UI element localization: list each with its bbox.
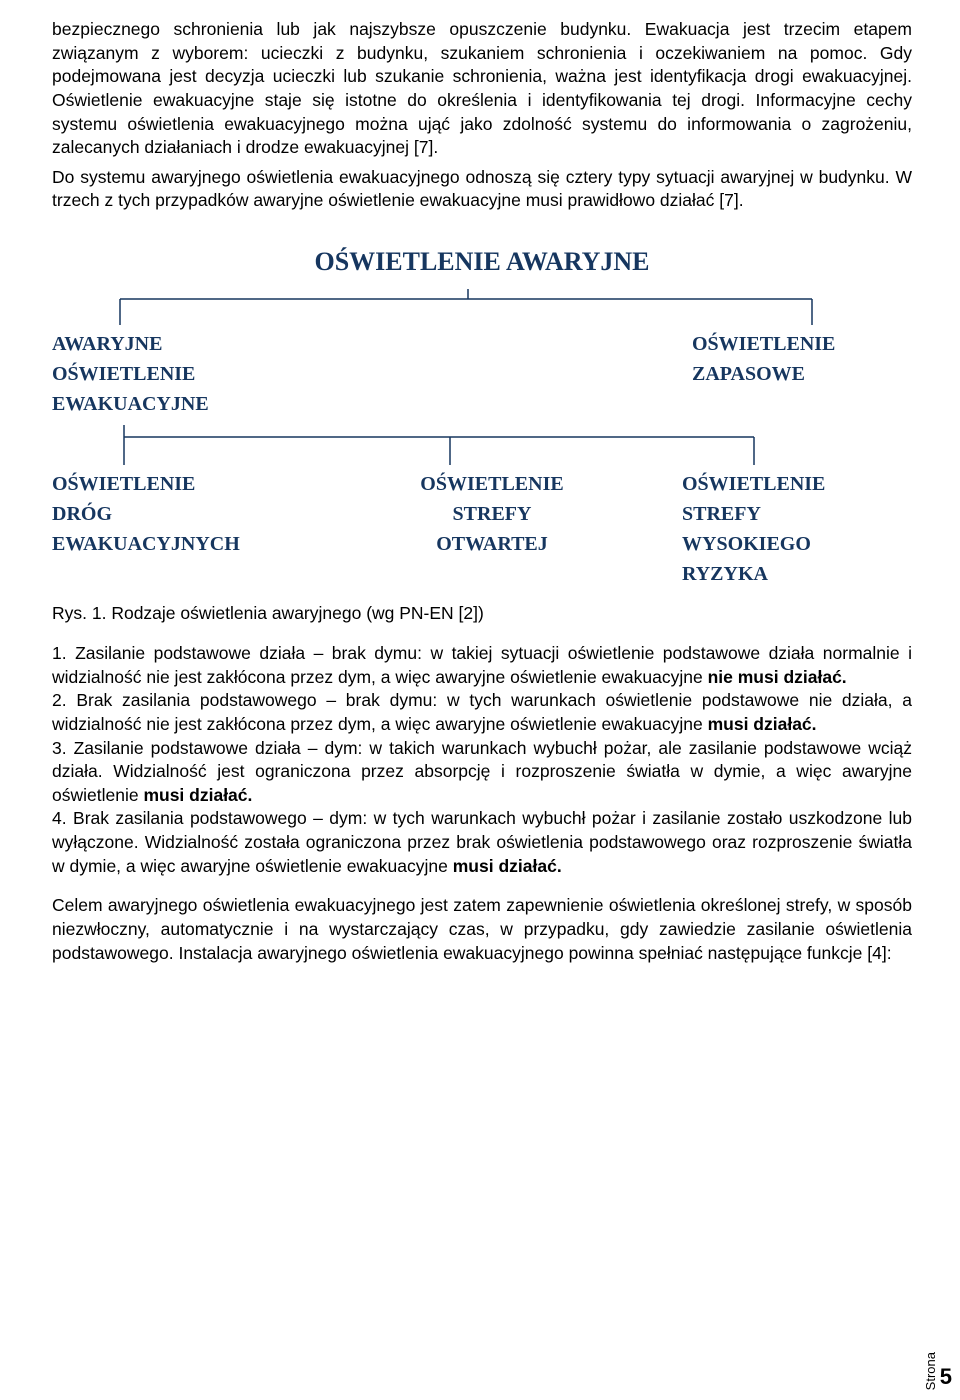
item-3: 3. Zasilanie podstawowe działa – dym: w …	[52, 737, 912, 808]
node-strefa-otwarta: OŚWIETLENIE STREFY OTWARTEJ	[377, 469, 607, 589]
page-num: 5	[940, 1364, 952, 1390]
page-number: Strona5	[923, 1352, 952, 1390]
node-strefa-wysokiego-ryzyka: OŚWIETLENIE STREFY WYSOKIEGO RYZYKA	[682, 469, 912, 589]
item-2: 2. Brak zasilania podstawowego – brak dy…	[52, 689, 912, 736]
diagram-connector-top	[52, 289, 912, 329]
diagram-row-bottom: OŚWIETLENIE DRÓG EWAKUACYJNYCH OŚWIETLEN…	[52, 469, 912, 589]
paragraph-1: bezpiecznego schronienia lub jak najszyb…	[52, 18, 912, 160]
node-oswietlenie-zapasowe: OŚWIETLENIE ZAPASOWE	[692, 329, 912, 419]
paragraph-2: Do systemu awaryjnego oświetlenia ewakua…	[52, 166, 912, 213]
figure-caption: Rys. 1. Rodzaje oświetlenia awaryjnego (…	[52, 603, 912, 624]
item-1: 1. Zasilanie podstawowe działa – brak dy…	[52, 642, 912, 689]
node-awaryjne-oswietlenie-ewakuacyjne: AWARYJNE OŚWIETLENIE EWAKUACYJNE	[52, 329, 312, 419]
item-3-bold: musi działać.	[143, 785, 252, 805]
diagram-title: OŚWIETLENIE AWARYJNE	[52, 247, 912, 277]
item-1-bold: nie musi działać.	[708, 667, 847, 687]
lighting-diagram: OŚWIETLENIE AWARYJNE AWARYJNE OŚWIETLENI…	[52, 247, 912, 589]
page-label: Strona	[923, 1352, 938, 1390]
node-drogi-ewakuacyjne: OŚWIETLENIE DRÓG EWAKUACYJNYCH	[52, 469, 302, 589]
item-4: 4. Brak zasilania podstawowego – dym: w …	[52, 807, 912, 878]
document-page: bezpiecznego schronienia lub jak najszyb…	[0, 0, 960, 1400]
closing-paragraph: Celem awaryjnego oświetlenia ewakuacyjne…	[52, 894, 912, 965]
diagram-connector-bottom	[52, 425, 912, 469]
diagram-row-top: AWARYJNE OŚWIETLENIE EWAKUACYJNE OŚWIETL…	[52, 329, 912, 419]
item-4-bold: musi działać.	[453, 856, 562, 876]
item-2-bold: musi działać.	[708, 714, 817, 734]
